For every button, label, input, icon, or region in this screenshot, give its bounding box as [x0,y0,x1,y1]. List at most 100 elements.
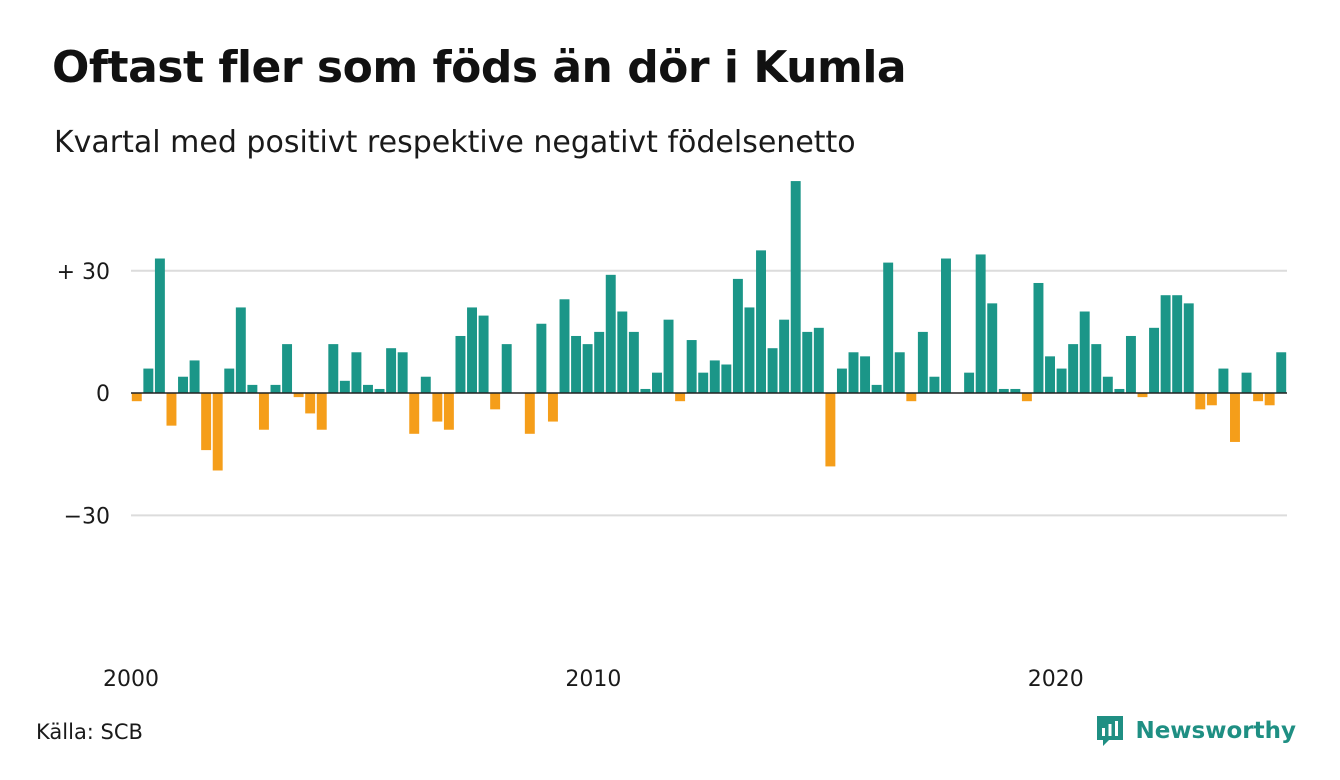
bar-positive [894,352,905,394]
bar-positive [247,384,258,394]
bar-positive [640,388,651,394]
y-tick-label: + 30 [57,260,110,285]
bar-negative [1195,393,1206,410]
y-tick-label: −30 [64,504,110,529]
bar-positive [178,376,188,394]
bar-positive [652,372,662,394]
bar-positive [628,331,639,394]
bar-positive [351,352,362,394]
bar-positive [1149,327,1160,394]
bar-negative [212,393,223,471]
bar-negative [432,393,443,422]
bar-negative [409,393,420,434]
bar-positive [1183,303,1194,394]
chart-title: Oftast fler som föds än dör i Kumla [52,42,907,93]
brand-logo: Newsworthy [1095,714,1296,748]
bar-negative [1230,393,1240,442]
bar-negative [906,393,917,402]
bar-positive [709,360,720,394]
x-axis-tick-labels: 2000 2010 2020 [103,667,1084,692]
bar-positive [559,299,570,394]
bar-positive [1091,344,1102,394]
bar-positive [501,344,512,394]
bar-positive [1241,372,1252,394]
bar-positive [941,258,951,394]
bar-negative [825,393,836,467]
bar-positive [374,388,385,394]
bar-negative [1137,393,1148,398]
bar-positive [605,274,616,394]
bar-series [131,181,1287,471]
bar-positive [917,331,928,394]
bar-positive [975,254,986,394]
bar-positive [1010,388,1021,394]
newsworthy-logo-icon [1097,716,1124,746]
chart-subtitle: Kvartal med positivt respektive negativt… [54,125,856,160]
bar-positive [224,368,235,394]
bar-negative [201,393,212,451]
bar-positive [143,368,154,394]
bar-positive [1033,282,1044,394]
bar-positive [386,348,397,394]
bar-positive [779,319,790,394]
bar-positive [363,384,373,394]
bar-positive [721,364,732,394]
bar-positive [571,335,582,394]
bar-positive [998,388,1009,394]
bar-positive [1114,388,1125,394]
bar-negative [1253,393,1264,402]
bar-positive [455,335,466,394]
bar-positive [536,323,547,394]
bar-negative [316,393,327,430]
source-note: Källa: SCB [36,720,143,744]
bar-positive [154,258,165,394]
bar-positive [987,303,998,394]
bar-positive [790,181,801,394]
bar-positive [1218,368,1229,394]
bar-positive [397,352,408,394]
bar-positive [767,348,778,394]
bar-positive [1056,368,1067,394]
bar-positive [420,376,431,394]
bar-positive [964,372,975,394]
bar-negative [1206,393,1217,406]
bar-positive [1276,352,1287,394]
bar-negative [1021,393,1032,402]
bar-positive [813,327,824,394]
bar-positive [860,356,871,394]
bar-positive [883,262,894,394]
bar-positive [189,360,200,394]
x-tick-label: 2010 [565,667,621,692]
bar-positive [802,331,813,394]
bar-negative [443,393,454,430]
bar-positive [1068,344,1079,394]
bar-negative [490,393,501,410]
bar-positive [282,344,293,394]
bar-positive [617,311,628,394]
bar-positive [467,307,477,394]
bar-positive [328,344,339,394]
bar-positive [929,376,940,394]
bar-positive [836,368,847,394]
bar-negative [524,393,535,434]
bar-negative [1264,393,1275,406]
bar-positive [582,344,593,394]
bar-positive [1125,335,1136,394]
bar-positive [1102,376,1113,394]
bar-positive [478,315,489,394]
brand-name: Newsworthy [1135,718,1296,744]
bar-negative [293,393,304,398]
grid-lines [131,269,1287,517]
bar-negative [131,393,142,402]
bar-negative [675,393,686,402]
bar-negative [305,393,316,414]
bar-positive [594,331,605,394]
bar-positive [663,319,674,394]
bar-negative [166,393,177,426]
bar-positive [744,307,755,394]
bar-positive [756,250,766,394]
bar-negative [258,393,269,430]
bar-negative [547,393,558,422]
x-tick-label: 2000 [103,667,159,692]
